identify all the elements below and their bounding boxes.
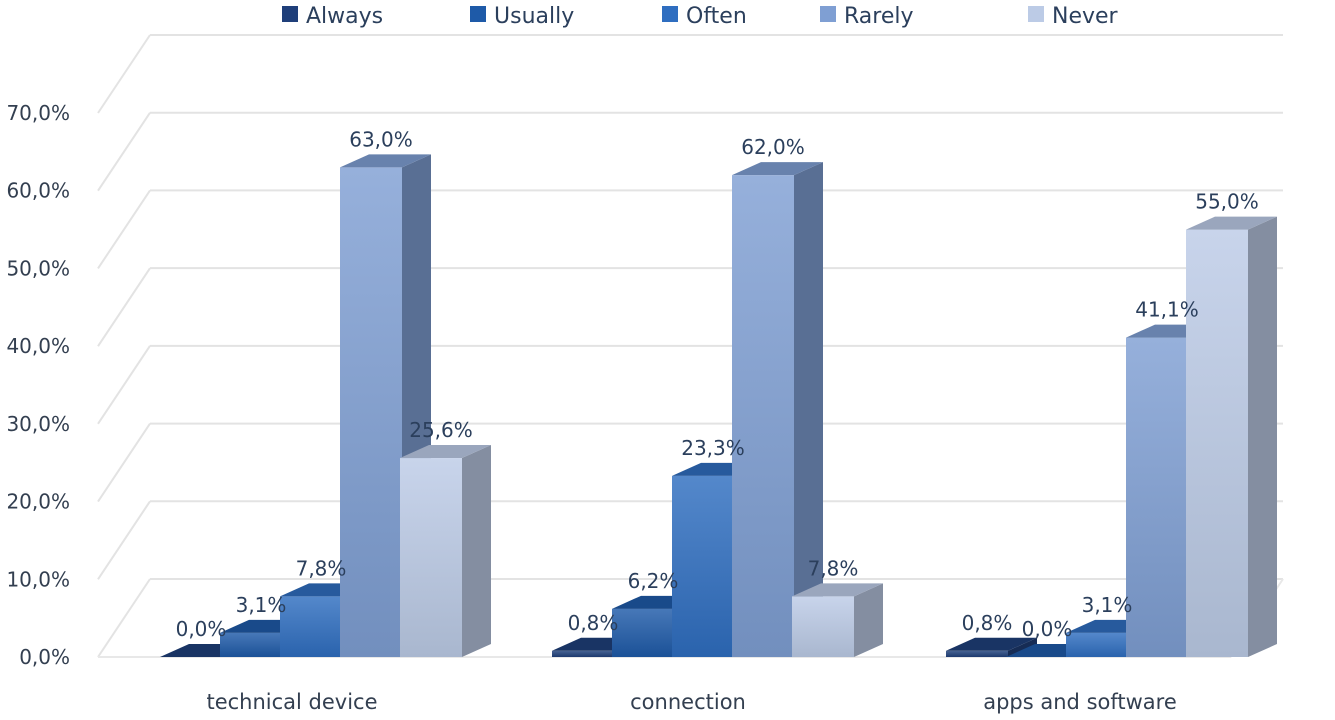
gridline xyxy=(97,267,1283,347)
bar-front xyxy=(732,175,794,657)
data-label: 6,2% xyxy=(628,569,679,593)
legend-swatch xyxy=(1028,6,1044,22)
data-label: 0,0% xyxy=(1022,617,1073,641)
data-label: 0,8% xyxy=(962,611,1013,635)
bar xyxy=(400,445,491,657)
data-label: 0,8% xyxy=(568,611,619,635)
bar-front xyxy=(220,632,282,657)
x-category-label: technical device xyxy=(206,690,377,714)
bar-side xyxy=(462,445,491,657)
bar-top xyxy=(340,154,431,168)
bar-side xyxy=(1008,637,1037,657)
bar-front xyxy=(280,596,342,657)
data-label: 7,8% xyxy=(808,556,859,580)
bar-top xyxy=(1186,216,1277,230)
y-tick-label: 60,0% xyxy=(6,179,70,203)
data-labels: 0,0% 3,1% 7,8% 63,0% 25,6% 0,8% 6,2% 23,3% 62,0%… xyxy=(176,127,1259,641)
bars xyxy=(160,154,1277,658)
y-axis: 0,0% 10,0% 20,0% 30,0% 40,0% 50,0% 60,0% 70,0% xyxy=(6,101,70,669)
data-label: 41,1% xyxy=(1135,298,1199,322)
bar-front xyxy=(672,475,734,657)
bar-front xyxy=(1126,337,1188,657)
x-category-label: connection xyxy=(630,690,746,714)
gridline xyxy=(97,344,1283,425)
bar-top xyxy=(732,162,823,176)
bar-top xyxy=(792,583,883,597)
legend-swatch xyxy=(820,6,836,22)
bar-front xyxy=(400,458,462,657)
legend-item-always: Always xyxy=(282,4,383,29)
data-label: 63,0% xyxy=(349,127,413,151)
data-label: 25,6% xyxy=(409,418,473,442)
bar-front xyxy=(552,650,614,657)
legend-label: Rarely xyxy=(844,4,914,29)
y-tick-label: 30,0% xyxy=(6,412,70,436)
legend-item-rarely: Rarely xyxy=(820,4,914,29)
x-category-label: apps and software xyxy=(983,690,1177,714)
legend-item-often: Often xyxy=(662,4,747,29)
gridline xyxy=(97,34,1283,114)
y-tick-label: 70,0% xyxy=(6,101,70,125)
data-label: 55,0% xyxy=(1195,190,1259,214)
data-label: 23,3% xyxy=(681,436,745,460)
data-label: 3,1% xyxy=(236,593,287,617)
y-tick-label: 0,0% xyxy=(19,645,70,669)
y-tick-label: 20,0% xyxy=(6,490,70,514)
bar-side xyxy=(1248,216,1277,658)
x-axis: technical device connection apps and softw… xyxy=(206,690,1176,714)
legend-label: Always xyxy=(306,4,383,29)
legend: Always Usually Often Rarely Never xyxy=(282,4,1119,29)
y-tick-label: 50,0% xyxy=(6,256,70,280)
data-label: 62,0% xyxy=(741,135,805,159)
bar xyxy=(1186,216,1277,658)
bar-front xyxy=(612,608,674,657)
gridline xyxy=(97,422,1283,503)
bar xyxy=(732,162,823,657)
legend-label: Usually xyxy=(494,4,574,29)
bar-front xyxy=(1186,229,1248,658)
data-label: 3,1% xyxy=(1082,593,1133,617)
bar-side xyxy=(794,162,823,657)
legend-item-usually: Usually xyxy=(470,4,574,29)
legend-swatch xyxy=(662,6,678,22)
y-tick-label: 40,0% xyxy=(6,334,70,358)
bar-front xyxy=(946,650,1008,657)
bar-side xyxy=(854,583,883,657)
legend-swatch xyxy=(470,6,486,22)
bar xyxy=(792,583,883,657)
bar-front xyxy=(1066,632,1128,657)
legend-swatch xyxy=(282,6,298,22)
bar xyxy=(946,637,1037,657)
bar-front xyxy=(792,596,854,657)
y-tick-label: 10,0% xyxy=(6,567,70,591)
data-label: 7,8% xyxy=(296,556,347,580)
bar-top xyxy=(400,445,491,459)
gridline xyxy=(97,189,1283,269)
legend-label: Often xyxy=(686,4,747,29)
bar-front xyxy=(340,167,402,657)
bar-top xyxy=(946,637,1037,651)
data-label: 0,0% xyxy=(176,617,227,641)
legend-label: Never xyxy=(1052,4,1119,29)
gridline xyxy=(97,111,1283,192)
legend-item-never: Never xyxy=(1028,4,1119,29)
